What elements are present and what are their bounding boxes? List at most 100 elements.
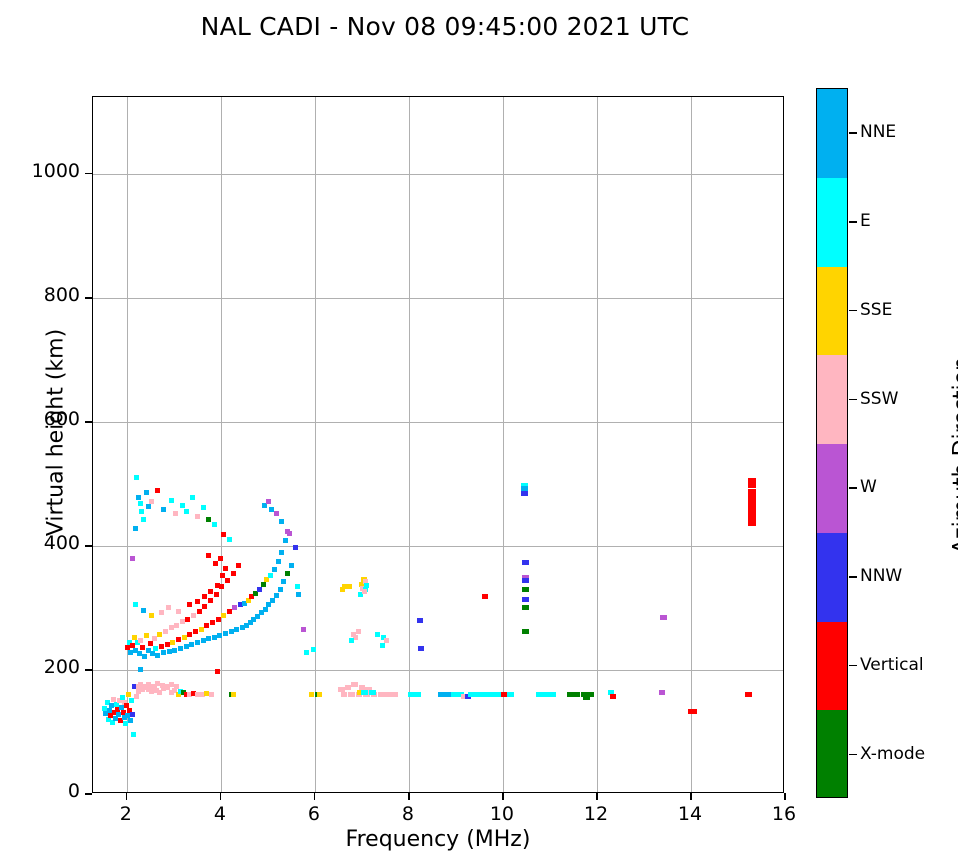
data-point	[192, 629, 198, 635]
data-point	[378, 692, 385, 698]
data-point	[522, 578, 529, 584]
data-point	[181, 634, 187, 640]
data-point	[236, 563, 242, 569]
data-point	[161, 506, 167, 512]
data-point	[202, 594, 208, 600]
data-point	[117, 718, 123, 724]
page-title: NAL CADI - Nov 08 09:45:00 2021 UTC	[200, 12, 690, 41]
data-point	[362, 579, 369, 585]
data-point	[281, 579, 287, 585]
data-point	[580, 691, 588, 697]
data-point	[660, 615, 667, 621]
data-point	[164, 684, 170, 690]
data-point	[342, 584, 348, 590]
colorbar-segment	[817, 177, 847, 268]
data-point	[172, 647, 178, 653]
data-point	[108, 713, 114, 719]
data-point	[294, 584, 300, 590]
data-point	[521, 482, 528, 488]
data-point	[361, 689, 368, 695]
data-point	[168, 690, 174, 696]
data-point	[112, 710, 118, 716]
data-point	[120, 709, 126, 715]
data-point	[228, 629, 234, 635]
data-point	[196, 609, 202, 615]
y-tick-label: 1000	[31, 159, 80, 182]
data-point	[271, 567, 277, 573]
data-point	[748, 516, 756, 522]
data-point	[303, 650, 309, 656]
data-point	[253, 590, 259, 596]
data-point	[155, 652, 161, 658]
data-point	[204, 623, 210, 629]
colorbar-tick	[849, 487, 857, 489]
data-point	[209, 620, 215, 626]
data-point	[310, 647, 316, 652]
data-point	[103, 710, 109, 716]
data-point	[159, 643, 165, 649]
data-point	[194, 513, 200, 519]
data-point	[275, 558, 281, 564]
data-point	[155, 487, 161, 493]
data-point	[230, 570, 236, 576]
data-point	[177, 689, 183, 695]
data-point	[104, 700, 110, 706]
data-point	[214, 668, 220, 674]
data-point	[344, 684, 352, 690]
data-point	[522, 596, 529, 602]
data-point	[522, 575, 529, 581]
y-tick	[85, 296, 92, 299]
data-point	[137, 501, 143, 507]
colorbar-segment	[817, 266, 847, 357]
data-point	[177, 645, 183, 651]
data-point	[262, 606, 268, 612]
data-point	[238, 601, 244, 607]
data-point	[549, 691, 557, 697]
gridline-horizontal	[93, 545, 783, 547]
data-point	[200, 638, 206, 644]
data-point	[118, 704, 124, 710]
data-point	[467, 691, 475, 697]
data-point	[128, 650, 134, 656]
data-point	[487, 691, 494, 697]
gridline-vertical	[126, 97, 128, 792]
data-point	[147, 640, 153, 646]
data-point	[474, 691, 481, 697]
data-point	[150, 683, 156, 689]
data-point	[245, 598, 251, 604]
data-point	[607, 689, 615, 695]
data-point	[145, 504, 151, 510]
data-point	[522, 605, 529, 611]
data-point	[243, 622, 249, 628]
data-point	[113, 715, 119, 721]
x-tick-label: 2	[119, 803, 132, 825]
colorbar-label-e: E	[860, 211, 871, 232]
gridline-vertical	[596, 97, 598, 792]
data-point	[232, 605, 238, 611]
data-point	[105, 717, 111, 723]
data-point	[174, 622, 180, 628]
data-point	[208, 692, 214, 698]
data-point	[148, 688, 154, 694]
colorbar-label-ssw: SSW	[860, 388, 899, 409]
data-point	[249, 594, 255, 600]
data-point	[347, 584, 353, 590]
data-point	[255, 614, 261, 620]
data-point	[567, 691, 574, 697]
data-point	[587, 691, 594, 697]
data-point	[351, 682, 358, 688]
y-axis-label: Virtual height (km)	[43, 328, 69, 537]
data-point	[339, 586, 345, 592]
data-point	[292, 544, 298, 550]
data-point	[149, 651, 155, 657]
data-point	[164, 642, 170, 648]
data-point	[748, 505, 756, 510]
data-point	[129, 697, 135, 703]
data-point	[132, 526, 138, 532]
data-point	[500, 691, 508, 697]
data-point	[362, 589, 368, 595]
data-point	[176, 637, 182, 643]
data-point	[418, 646, 424, 652]
data-point	[106, 708, 112, 714]
data-point	[135, 684, 141, 690]
